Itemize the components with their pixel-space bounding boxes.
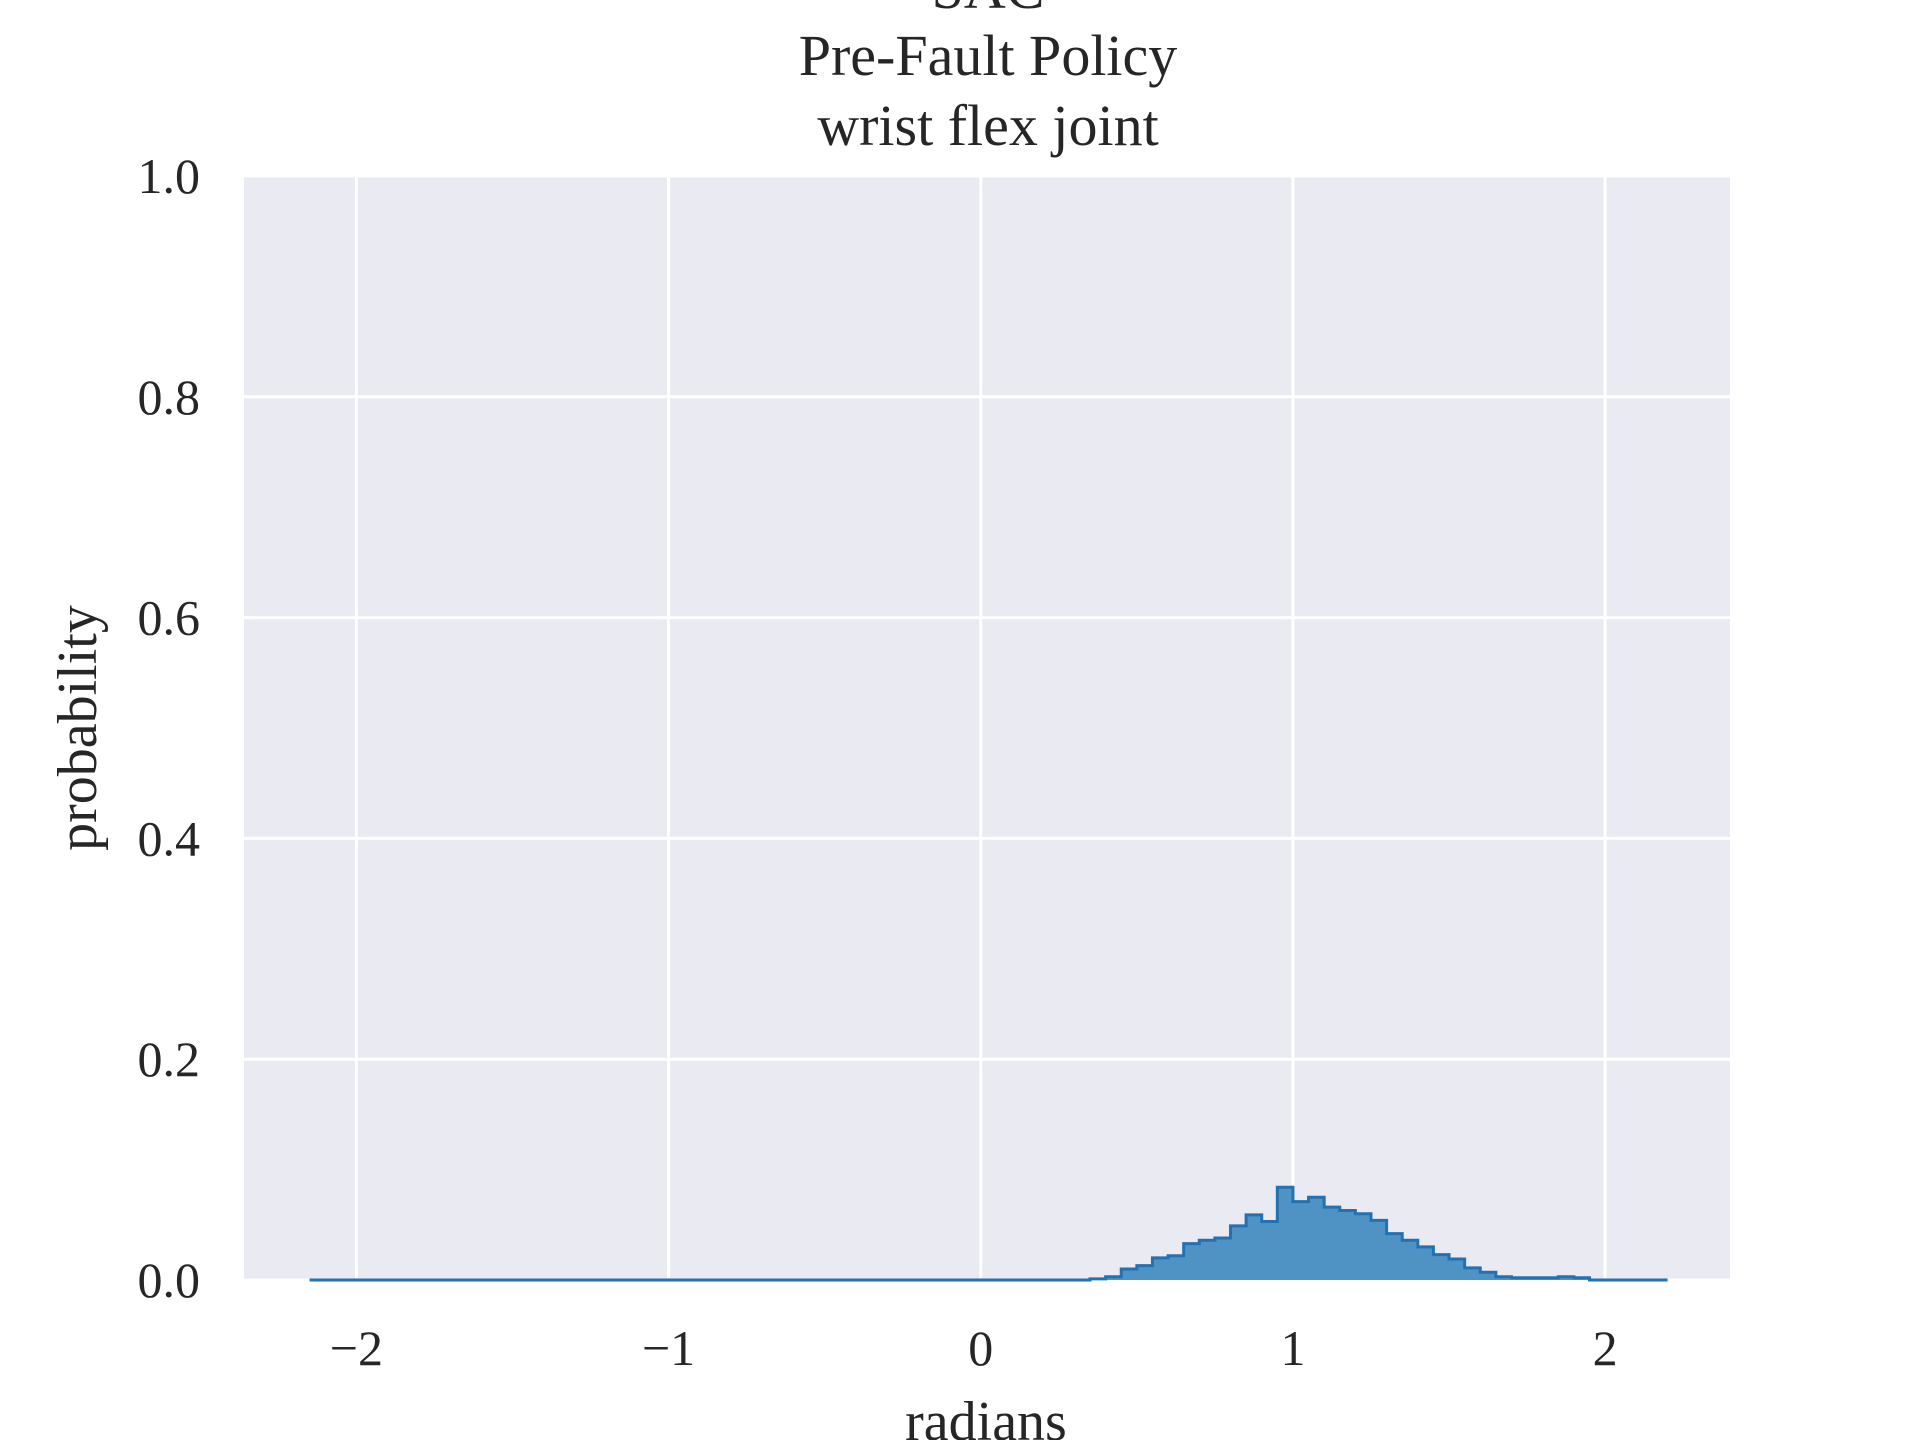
histogram-bar — [1495, 1276, 1512, 1280]
plot-area — [244, 176, 1730, 1280]
title-line-2: Pre-Fault Policy — [799, 23, 1178, 88]
y-tick-label: 0.2 — [138, 1031, 201, 1087]
histogram-bar — [1183, 1243, 1200, 1280]
x-tick-label: 0 — [968, 1320, 993, 1376]
histogram-bar — [1370, 1220, 1388, 1280]
x-tick-label: 1 — [1280, 1320, 1305, 1376]
histogram-bar — [1308, 1197, 1325, 1280]
histogram-bar — [1339, 1210, 1356, 1280]
histogram-bar — [1558, 1276, 1575, 1280]
y-axis-ticks: 0.0 0.2 0.4 0.6 0.8 1.0 — [138, 148, 201, 1308]
x-axis-label: radians — [905, 1391, 1067, 1440]
x-tick-label: −2 — [330, 1320, 383, 1376]
y-tick-label: 0.6 — [138, 590, 201, 646]
histogram-bar — [1386, 1233, 1403, 1280]
histogram-bar — [1136, 1265, 1153, 1280]
histogram-bar — [1152, 1257, 1169, 1280]
histogram-bar — [1277, 1187, 1294, 1280]
title-line-1: SAC — [932, 0, 1045, 21]
chart-title: SAC Pre-Fault Policy wrist flex joint — [799, 0, 1178, 158]
histogram-bar — [1199, 1240, 1216, 1280]
y-tick-label: 0.8 — [138, 369, 201, 425]
histogram-bar — [1355, 1213, 1372, 1280]
histogram-bar — [1433, 1254, 1450, 1280]
histogram-bar — [1230, 1225, 1247, 1280]
histogram-bar — [1168, 1255, 1185, 1280]
x-tick-label: 2 — [1593, 1320, 1618, 1376]
x-axis-ticks: −2 −1 0 1 2 — [330, 1320, 1618, 1376]
y-axis-label: probability — [47, 605, 109, 851]
histogram-bars — [1090, 1187, 1591, 1280]
y-tick-label: 0.4 — [138, 810, 201, 866]
histogram-outline — [309, 1185, 1668, 1282]
histogram-bar — [1324, 1207, 1341, 1280]
histogram-bar — [1214, 1238, 1232, 1280]
histogram-bar — [1449, 1259, 1466, 1280]
title-line-3: wrist flex joint — [817, 93, 1159, 158]
histogram-bar — [1105, 1276, 1122, 1280]
y-tick-label: 0.0 — [138, 1252, 201, 1308]
histogram-bar — [1417, 1246, 1434, 1280]
histogram-bar — [1292, 1201, 1310, 1280]
x-tick-label: −1 — [642, 1320, 695, 1376]
histogram-bar — [1261, 1221, 1278, 1280]
histogram-bar — [1480, 1272, 1497, 1280]
histogram-bar — [1121, 1268, 1138, 1280]
histogram-bar — [1246, 1214, 1263, 1280]
histogram-bar — [1402, 1240, 1419, 1280]
histogram-bar — [1464, 1267, 1481, 1280]
y-tick-label: 1.0 — [138, 148, 201, 204]
